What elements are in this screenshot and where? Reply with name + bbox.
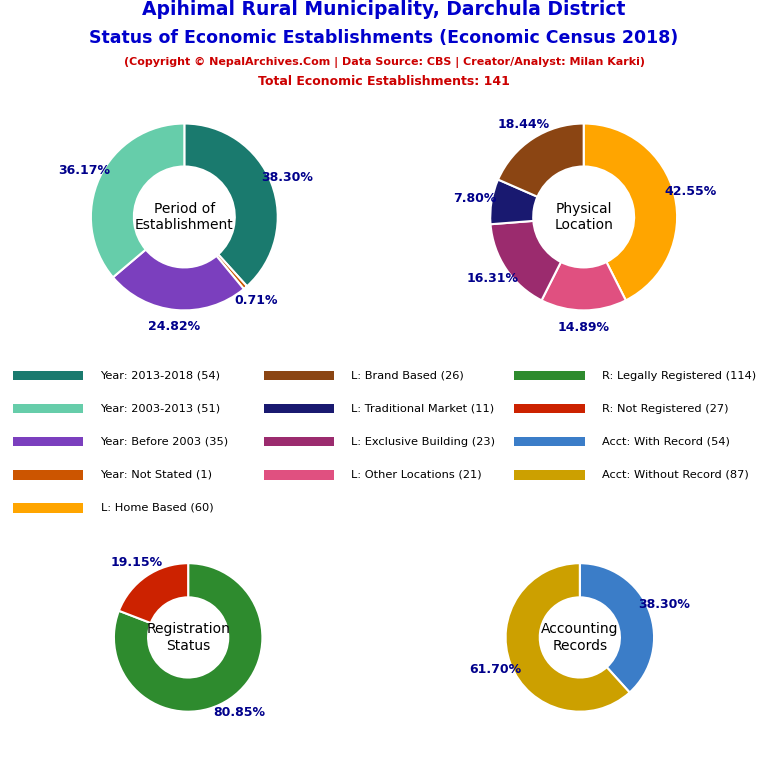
Text: Accounting
Records: Accounting Records [541,622,618,653]
Wedge shape [505,563,630,712]
Text: Apihimal Rural Municipality, Darchula District: Apihimal Rural Municipality, Darchula Di… [142,0,626,19]
Wedge shape [119,563,188,623]
Text: 80.85%: 80.85% [214,706,266,719]
Text: 36.17%: 36.17% [58,164,111,177]
Text: 14.89%: 14.89% [558,321,610,334]
Wedge shape [114,563,263,712]
Wedge shape [217,254,247,289]
Bar [515,404,584,413]
Text: 7.80%: 7.80% [453,192,497,205]
Bar [515,470,584,479]
Bar [13,503,83,512]
Text: Acct: With Record (54): Acct: With Record (54) [602,437,730,447]
Text: 24.82%: 24.82% [148,320,200,333]
Text: L: Brand Based (26): L: Brand Based (26) [352,371,464,381]
Text: L: Exclusive Building (23): L: Exclusive Building (23) [352,437,495,447]
Text: 16.31%: 16.31% [466,272,518,285]
Text: R: Not Registered (27): R: Not Registered (27) [602,404,729,414]
Wedge shape [580,563,654,693]
Bar [13,470,83,479]
Text: L: Home Based (60): L: Home Based (60) [101,503,214,513]
Text: 18.44%: 18.44% [497,118,549,131]
Bar [263,437,334,446]
Text: 0.71%: 0.71% [235,294,278,307]
Text: 19.15%: 19.15% [111,556,163,569]
Bar [13,371,83,380]
Text: (Copyright © NepalArchives.Com | Data Source: CBS | Creator/Analyst: Milan Karki: (Copyright © NepalArchives.Com | Data So… [124,57,644,68]
Bar [13,404,83,413]
Wedge shape [184,124,278,286]
Text: L: Other Locations (21): L: Other Locations (21) [352,470,482,480]
Text: 61.70%: 61.70% [469,664,521,677]
Wedge shape [490,180,538,224]
Text: Year: 2013-2018 (54): Year: 2013-2018 (54) [101,371,220,381]
Bar [263,404,334,413]
Text: Year: Before 2003 (35): Year: Before 2003 (35) [101,437,229,447]
Text: L: Traditional Market (11): L: Traditional Market (11) [352,404,495,414]
Text: 38.30%: 38.30% [261,170,313,184]
Text: Year: 2003-2013 (51): Year: 2003-2013 (51) [101,404,220,414]
Wedge shape [113,250,243,310]
Text: Year: Not Stated (1): Year: Not Stated (1) [101,470,213,480]
Wedge shape [584,124,677,300]
Text: 42.55%: 42.55% [665,185,717,198]
Wedge shape [541,262,626,310]
Bar [263,470,334,479]
Wedge shape [91,124,184,277]
Text: 38.30%: 38.30% [638,598,690,611]
Text: Registration
Status: Registration Status [146,622,230,653]
Bar [13,437,83,446]
Bar [263,371,334,380]
Bar [515,371,584,380]
Text: Total Economic Establishments: 141: Total Economic Establishments: 141 [258,75,510,88]
Text: Period of
Establishment: Period of Establishment [135,202,233,232]
Wedge shape [498,124,584,197]
Wedge shape [491,221,561,300]
Text: Status of Economic Establishments (Economic Census 2018): Status of Economic Establishments (Econo… [89,29,679,47]
Text: Physical
Location: Physical Location [554,202,613,232]
Bar [515,437,584,446]
Text: R: Legally Registered (114): R: Legally Registered (114) [602,371,756,381]
Text: Acct: Without Record (87): Acct: Without Record (87) [602,470,749,480]
